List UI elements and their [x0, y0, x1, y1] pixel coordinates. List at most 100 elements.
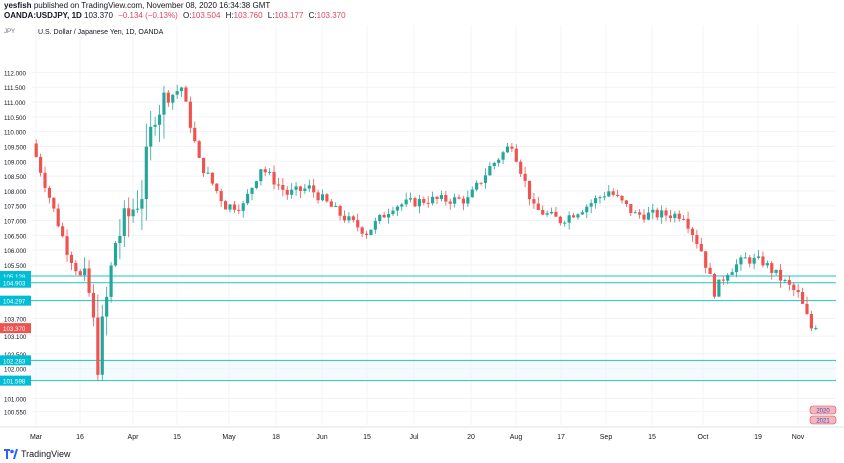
candle-body [61, 226, 65, 237]
candle-body [34, 143, 38, 157]
candle-body [607, 191, 611, 197]
candle-body [734, 264, 739, 273]
candle-body [545, 213, 549, 215]
candle-body [805, 303, 809, 314]
candle-body [303, 188, 307, 191]
candle-body [320, 194, 325, 201]
candle-body [325, 194, 329, 202]
candle-body [497, 159, 501, 163]
y-tick-label: 107.500 [4, 204, 27, 211]
y-tick-label: 109.000 [4, 159, 27, 166]
candle-body [483, 175, 488, 183]
candle-body [624, 200, 628, 205]
candle-body [74, 263, 78, 272]
x-tick-label: 20 [467, 434, 475, 441]
x-tick-label: Apr [128, 434, 140, 441]
candle-body [378, 214, 382, 222]
candle-body [162, 92, 166, 115]
candle-body [408, 198, 413, 200]
candle-body [386, 214, 391, 218]
open-label: O: [183, 11, 192, 20]
candle-body [83, 268, 87, 276]
candle-body [783, 280, 787, 282]
candle-body [726, 274, 730, 281]
candle-body [87, 268, 91, 293]
candle-body [254, 181, 259, 188]
candle-body [382, 214, 386, 218]
candle-body [224, 201, 228, 210]
level-price-label: 104.903 [3, 281, 26, 288]
candle-body [792, 284, 796, 291]
level-price-tag [0, 277, 31, 288]
candle-body [778, 269, 783, 281]
candle-body [730, 272, 734, 275]
level-price-label: 104.297 [3, 299, 26, 306]
level-price-label: 101.598 [3, 379, 26, 386]
x-tick-label: 19 [754, 434, 762, 441]
candle-body [188, 101, 192, 128]
y-tick-label: 112.000 [4, 70, 26, 77]
level-price-label: 105.128 [3, 274, 26, 281]
candle-body [422, 198, 426, 203]
publisher-name[interactable]: yesfish [4, 1, 32, 10]
level-price-tag [0, 355, 31, 366]
x-tick-label: Sep [600, 434, 613, 441]
candle-body [501, 152, 505, 160]
y-tick-label: 110.000 [4, 130, 26, 137]
level-price-tag [0, 375, 31, 386]
candle-body [761, 256, 765, 266]
level-price-label: 102.283 [3, 358, 26, 365]
y-tick-label: 101.000 [4, 396, 27, 403]
candle-body [131, 209, 135, 217]
candle-body [593, 198, 598, 204]
candle-body [505, 146, 510, 153]
candle-body [219, 191, 223, 202]
candle-body [404, 199, 408, 205]
candle-body [756, 256, 761, 258]
candlestick-chart[interactable]: 112.000 111.500 111.000 110.500 110.000 109.5… [0, 22, 844, 444]
candle-body [100, 316, 104, 375]
candle-body [712, 274, 717, 297]
candle-body [237, 209, 241, 211]
candle-body [140, 199, 144, 209]
ohlc-line: OANDA:USDJPY, 1D 103.370 −0.134 (−0.13%)… [4, 11, 346, 20]
candle-body [558, 216, 562, 224]
open-value: 103.504 [191, 11, 221, 20]
candle-body [814, 328, 818, 330]
candle-body [52, 197, 56, 209]
x-tick-label: Oct [698, 434, 709, 441]
footer-brand-text[interactable]: TradingView [21, 449, 71, 459]
candle-body [56, 208, 60, 227]
candle-body [307, 185, 311, 189]
candle-body [175, 91, 179, 95]
candle-body [241, 203, 245, 211]
calendar-flag-label: 2021 [816, 419, 830, 425]
last-price: 103.370 [84, 11, 113, 20]
candle-body [246, 193, 250, 204]
candle-body [739, 257, 743, 265]
publish-info: yesfish published on TradingView.com, No… [4, 1, 270, 10]
x-tick-label: 15 [173, 434, 181, 441]
candle-body [65, 236, 69, 255]
candle-body [721, 279, 725, 281]
candle-body [166, 92, 170, 103]
candle-body [690, 228, 695, 236]
candle-body [316, 192, 320, 201]
candle-body [809, 313, 813, 329]
candle-body [770, 263, 774, 273]
x-tick-label: Aug [510, 434, 523, 441]
candle-body [69, 254, 74, 264]
candle-body [633, 212, 637, 214]
footer-brand: TradingView [4, 447, 71, 461]
candle-body [602, 196, 606, 198]
candle-body [576, 214, 580, 218]
candle-body [708, 267, 712, 275]
chart-area[interactable]: 112.000 111.500 111.000 110.500 110.000 109.5… [0, 22, 844, 444]
candle-body [673, 213, 677, 219]
candle-body [488, 166, 492, 176]
candle-body [638, 212, 642, 215]
candle-body [668, 215, 673, 219]
candle-body [334, 206, 338, 208]
candle-body [206, 172, 210, 174]
candle-body [268, 171, 272, 173]
